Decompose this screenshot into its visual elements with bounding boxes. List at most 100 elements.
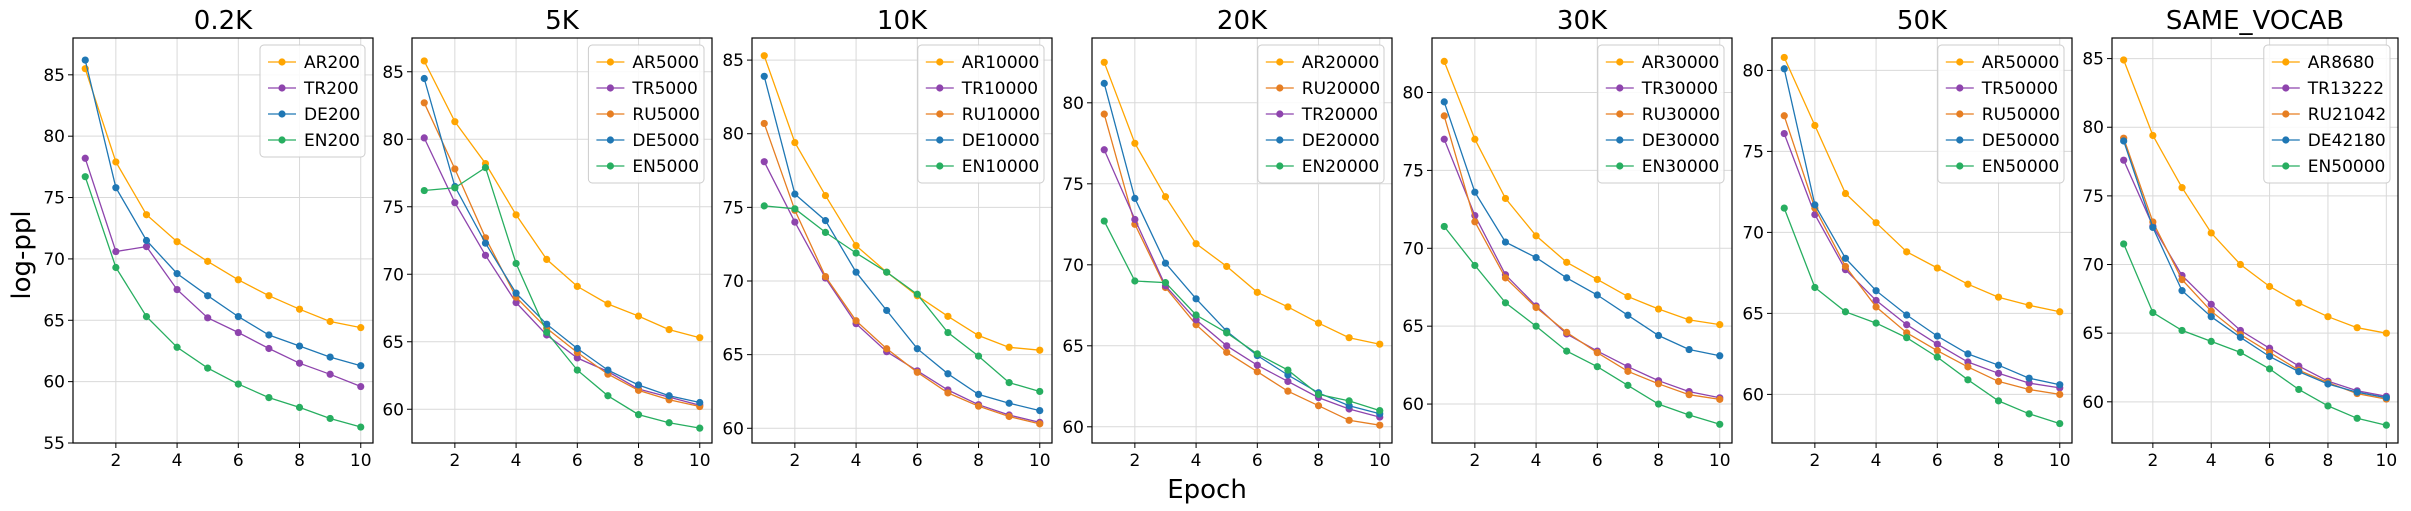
data-point bbox=[2120, 56, 2128, 64]
data-point bbox=[81, 154, 89, 162]
data-point bbox=[112, 184, 120, 192]
data-point bbox=[944, 370, 952, 378]
data-point bbox=[760, 158, 768, 166]
data-point bbox=[1811, 201, 1819, 209]
y-tick-label: 65 bbox=[382, 333, 404, 353]
data-point bbox=[944, 312, 952, 320]
series-line bbox=[84, 158, 362, 388]
legend-entry: AR10000 bbox=[925, 53, 1039, 73]
legend-marker bbox=[1276, 84, 1284, 92]
y-tick-label: 60 bbox=[43, 373, 65, 393]
legend-label: TR30000 bbox=[1641, 79, 1718, 99]
series-line bbox=[1443, 115, 1720, 401]
data-point bbox=[2025, 374, 2033, 382]
series-line bbox=[1783, 57, 2060, 313]
legend-entry: DE5000 bbox=[596, 131, 700, 151]
x-tick-label: 8 bbox=[1993, 451, 2004, 471]
data-point bbox=[1471, 261, 1479, 270]
legend-label: AR30000 bbox=[1642, 53, 1720, 73]
data-point bbox=[913, 345, 921, 353]
data-point bbox=[1192, 311, 1200, 319]
data-point bbox=[2120, 137, 2128, 145]
data-point bbox=[883, 306, 891, 315]
series-line bbox=[1103, 149, 1380, 418]
data-point bbox=[1376, 340, 1384, 348]
data-point bbox=[451, 184, 459, 192]
legend-label: AR20000 bbox=[1302, 53, 1380, 73]
legend-entry: TR50000 bbox=[1945, 79, 2058, 99]
legend-entry: RU21042 bbox=[2271, 105, 2386, 125]
legend: AR20000 RU20000 TR20000 DE20000 EN20000 bbox=[1257, 44, 1385, 184]
data-point bbox=[2120, 156, 2128, 164]
y-tick-label: 75 bbox=[1062, 175, 1084, 195]
legend-label: RU10000 bbox=[962, 105, 1040, 125]
legend-marker bbox=[1616, 136, 1624, 144]
data-point bbox=[1192, 295, 1200, 303]
data-point bbox=[1314, 319, 1323, 327]
data-point bbox=[1780, 65, 1788, 73]
legend-label: DE10000 bbox=[962, 131, 1040, 151]
data-point bbox=[112, 158, 120, 166]
data-point bbox=[2265, 352, 2274, 361]
data-point bbox=[1345, 397, 1353, 405]
data-point bbox=[1440, 112, 1448, 120]
legend-entry: TR20000 bbox=[1265, 105, 1378, 125]
data-point bbox=[974, 331, 983, 340]
legend-marker bbox=[1276, 58, 1284, 66]
legend-label: DE200 bbox=[304, 105, 360, 125]
data-point bbox=[2178, 326, 2186, 335]
data-point bbox=[1624, 367, 1632, 375]
data-point bbox=[481, 239, 490, 247]
y-tick-label: 60 bbox=[722, 419, 744, 439]
data-point bbox=[420, 186, 428, 195]
data-point bbox=[1532, 232, 1540, 240]
chart-panel-1: 2 4 6 8 10 55 60 65 70 75 80 85 0.2K AR200 TR200 DE200 E… bbox=[43, 6, 374, 471]
x-tick-label: 4 bbox=[1871, 451, 1882, 471]
series-line bbox=[1443, 226, 1720, 425]
data-point bbox=[357, 324, 365, 332]
data-point bbox=[451, 165, 459, 173]
data-point bbox=[852, 249, 860, 257]
data-point bbox=[1903, 334, 1911, 342]
legend-box bbox=[1597, 44, 1725, 184]
data-point bbox=[1253, 350, 1261, 358]
data-point bbox=[760, 72, 768, 80]
x-tick-label: 10 bbox=[1709, 451, 1731, 471]
data-point bbox=[204, 314, 212, 322]
y-tick-label: 70 bbox=[43, 250, 65, 270]
series-line bbox=[1783, 207, 2060, 425]
plot-frame bbox=[1771, 37, 2073, 444]
series-line bbox=[84, 176, 361, 428]
y-tick-label: 70 bbox=[382, 265, 404, 285]
series-line bbox=[84, 68, 361, 329]
series-RU20000 bbox=[1100, 110, 1384, 429]
data-point bbox=[696, 334, 704, 342]
data-point bbox=[2025, 385, 2033, 394]
plot-frame bbox=[411, 37, 713, 444]
panel-title: 20K bbox=[1217, 6, 1268, 36]
legend-marker bbox=[1956, 162, 1964, 170]
legend-marker bbox=[2282, 84, 2290, 92]
data-point bbox=[1563, 328, 1571, 337]
data-point bbox=[1253, 361, 1261, 369]
data-point bbox=[512, 299, 520, 307]
legend-marker bbox=[1956, 136, 1964, 144]
x-tick-label: 2 bbox=[1809, 451, 1820, 471]
x-tick-label: 6 bbox=[572, 451, 583, 471]
x-tick-label: 10 bbox=[1369, 451, 1391, 471]
x-tick-label: 10 bbox=[2376, 451, 2398, 471]
data-point bbox=[1872, 303, 1880, 311]
chart-panel-4: 2 4 6 8 10 60 65 70 75 80 20K AR20000 RU20000 TR20000… bbox=[1062, 6, 1393, 471]
x-tick-label: 10 bbox=[350, 451, 372, 471]
data-point bbox=[1994, 293, 2003, 301]
data-point bbox=[1532, 254, 1540, 262]
legend-box bbox=[1937, 44, 2065, 184]
legend-label: EN5000 bbox=[632, 157, 699, 177]
data-point bbox=[543, 255, 551, 263]
y-tick-label: 60 bbox=[1062, 418, 1084, 438]
data-point bbox=[634, 386, 643, 394]
series-line bbox=[84, 59, 361, 367]
data-point bbox=[573, 354, 581, 362]
data-point bbox=[173, 238, 181, 246]
legend-entry: EN5000 bbox=[596, 157, 699, 177]
